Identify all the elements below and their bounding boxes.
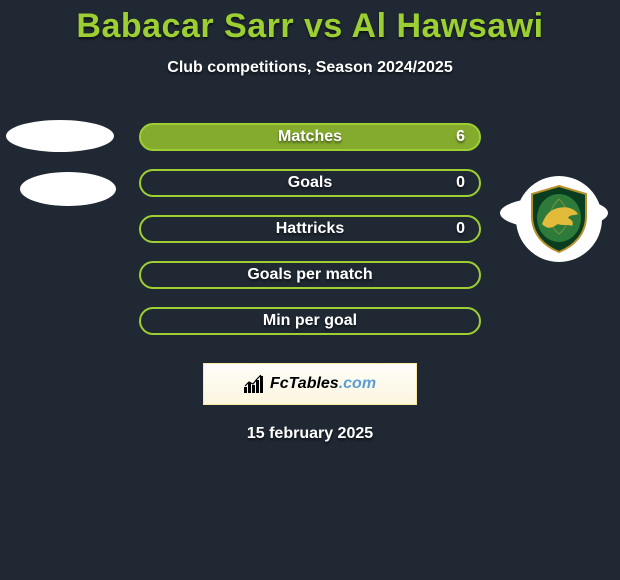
- shield-icon: [528, 184, 590, 254]
- stat-value-right: 0: [456, 220, 465, 238]
- stat-mpg: Min per goal: [139, 307, 481, 335]
- fctables-label: FcTables.com: [270, 375, 376, 393]
- stat-label: Min per goal: [141, 312, 479, 330]
- subtitle: Club competitions, Season 2024/2025: [0, 59, 620, 77]
- stat-hattricks: Hattricks0: [139, 215, 481, 243]
- stat-matches: Matches6: [139, 123, 481, 151]
- stat-goals: Goals0: [139, 169, 481, 197]
- stat-label: Goals per match: [141, 266, 479, 284]
- stat-label: Matches: [141, 128, 479, 146]
- page-title: Babacar Sarr vs Al Hawsawi: [0, 8, 620, 45]
- fctables-name: FcTables: [270, 375, 339, 392]
- stat-label: Goals: [141, 174, 479, 192]
- stat-value-right: 0: [456, 174, 465, 192]
- avatar-placeholder-ellipse: [6, 120, 114, 152]
- stat-gpm: Goals per match: [139, 261, 481, 289]
- fctables-suffix: .com: [339, 375, 376, 392]
- club-crest: [516, 176, 602, 262]
- bar-chart-icon: [244, 375, 266, 393]
- stat-value-right: 6: [456, 128, 465, 146]
- comparison-card: Babacar Sarr vs Al Hawsawi Club competit…: [0, 0, 620, 580]
- stat-label: Hattricks: [141, 220, 479, 238]
- avatar-placeholder-ellipse: [20, 172, 116, 206]
- date-label: 15 february 2025: [0, 425, 620, 443]
- fctables-watermark[interactable]: FcTables.com: [203, 363, 417, 405]
